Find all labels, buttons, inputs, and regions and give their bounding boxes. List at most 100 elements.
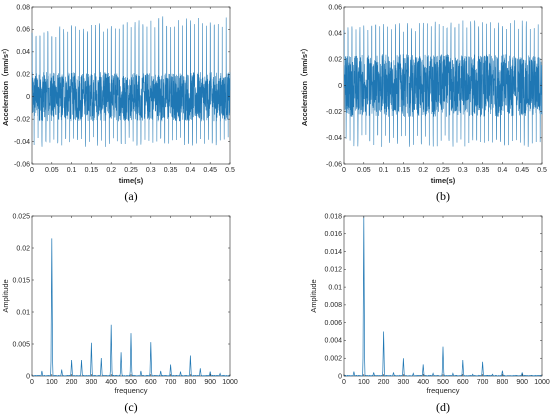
x-tick-label: 400 xyxy=(105,379,117,386)
y-tick-label: 0.02 xyxy=(16,72,30,79)
x-tick-label: 300 xyxy=(398,379,410,386)
x-tick-label: 0.05 xyxy=(45,167,59,174)
y-tick-label: 0.06 xyxy=(16,27,30,34)
y-tick-label: 0.016 xyxy=(324,231,342,238)
y-tick-label: 0.025 xyxy=(12,213,30,220)
x-tick-label: 500 xyxy=(437,379,449,386)
y-tick-label: 0.002 xyxy=(324,356,342,363)
panel-b-caption: (b) xyxy=(436,189,450,203)
waveform-line xyxy=(343,20,543,147)
panel-d-y-axis-label: Amplitude xyxy=(309,279,318,312)
panel-c-spectrum-line xyxy=(31,238,231,378)
panel-c-y-ticks: 0 0.005 0.01 0.015 0.02 0.025 xyxy=(12,213,230,380)
x-tick-label: 0.5 xyxy=(225,167,235,174)
x-tick-label: 0.5 xyxy=(537,167,547,174)
y-tick-label: 0.01 xyxy=(328,284,342,291)
panel-d-caption: (d) xyxy=(436,400,450,414)
panel-a-x-axis-label: time(s) xyxy=(119,176,144,185)
x-tick-label: 600 xyxy=(457,379,469,386)
x-tick-label: 800 xyxy=(497,379,509,386)
y-tick-label: 0.008 xyxy=(324,302,342,309)
panel-c-x-ticks: 0 100 200 300 400 500 600 700 800 900 1000 xyxy=(30,216,238,386)
y-tick-label: 0.02 xyxy=(16,245,30,252)
panel-a-y-axis-label: Acceleration（mm/s²） xyxy=(0,44,10,126)
x-tick-label: 0.35 xyxy=(164,167,178,174)
y-tick-label: -0.06 xyxy=(326,161,342,168)
x-tick-label: 300 xyxy=(86,379,98,386)
x-tick-label: 0.15 xyxy=(85,167,99,174)
y-tick-label: 0.006 xyxy=(324,320,342,327)
y-tick-label: 0 xyxy=(338,83,342,90)
x-tick-label: 0.1 xyxy=(379,167,389,174)
x-tick-label: 0.25 xyxy=(124,167,138,174)
x-tick-label: 0 xyxy=(342,167,346,174)
x-tick-label: 0.2 xyxy=(418,167,428,174)
y-tick-label: -0.04 xyxy=(14,139,30,146)
y-tick-label: 0 xyxy=(26,373,30,380)
x-tick-label: 0.05 xyxy=(357,167,371,174)
x-tick-label: 100 xyxy=(46,379,58,386)
y-tick-label: 0.06 xyxy=(328,4,342,11)
y-tick-label: 0.04 xyxy=(16,49,30,56)
panel-a-x-ticks: 0 0.05 0.1 0.15 0.2 0.25 0.3 0.35 0.4 0.45 0.5 xyxy=(30,7,235,174)
x-tick-label: 0.1 xyxy=(67,167,77,174)
x-tick-label: 0 xyxy=(30,167,34,174)
x-tick-label: 0.3 xyxy=(458,167,468,174)
x-tick-label: 600 xyxy=(145,379,157,386)
x-tick-label: 0.25 xyxy=(436,167,450,174)
y-tick-label: -0.02 xyxy=(14,116,30,123)
panel-b-waveform xyxy=(343,20,543,147)
x-tick-label: 200 xyxy=(378,379,390,386)
waveform-line xyxy=(31,16,231,147)
x-tick-label: 900 xyxy=(516,379,528,386)
x-tick-label: 800 xyxy=(185,379,197,386)
y-tick-label: 0.04 xyxy=(328,30,342,37)
y-tick-label: -0.02 xyxy=(326,109,342,116)
y-tick-label: 0.02 xyxy=(328,57,342,64)
x-tick-label: 0.2 xyxy=(106,167,116,174)
panel-b-y-ticks: -0.06 -0.04 -0.02 0 0.02 0.04 0.06 xyxy=(326,4,542,168)
x-tick-label: 0.15 xyxy=(397,167,411,174)
x-tick-label: 0.3 xyxy=(146,167,156,174)
x-tick-label: 0.4 xyxy=(498,167,508,174)
x-tick-label: 100 xyxy=(358,379,370,386)
x-tick-label: 700 xyxy=(477,379,489,386)
y-tick-label: 0.015 xyxy=(12,277,30,284)
panel-c-caption: (c) xyxy=(124,400,137,414)
y-tick-label: -0.04 xyxy=(326,135,342,142)
y-tick-label: 0 xyxy=(26,94,30,101)
panel-c-plot-area xyxy=(31,215,231,377)
panel-d-spectrum: 0 100 200 300 400 500 600 700 800 900 1000 00.0020… xyxy=(309,213,550,414)
y-tick-label: 0.004 xyxy=(324,338,342,345)
panel-c-y-axis-label: Amplitude xyxy=(1,279,10,312)
panel-d-x-axis-label: frequency xyxy=(427,386,460,395)
panel-d-y-ticks: 0 0.002 0.004 0.006 0.008 0.01 0.012 0.014 0.016… xyxy=(324,213,542,380)
y-tick-label: 0.014 xyxy=(324,249,342,256)
x-tick-label: 500 xyxy=(125,379,137,386)
x-tick-label: 400 xyxy=(417,379,429,386)
panel-a-y-ticks: -0.06 -0.04 -0.02 0 0.02 0.04 0.06 0.08 xyxy=(14,4,230,168)
x-tick-label: 0 xyxy=(30,379,34,386)
x-tick-label: 900 xyxy=(204,379,216,386)
panel-d-x-ticks: 0 100 200 300 400 500 600 700 800 900 1000 xyxy=(342,216,550,386)
x-tick-label: 0.45 xyxy=(515,167,529,174)
x-tick-label: 0.4 xyxy=(186,167,196,174)
y-tick-label: 0.01 xyxy=(16,309,30,316)
y-tick-label: 0.018 xyxy=(324,213,342,220)
panel-b-y-axis-label: Acceleration（mm/s²） xyxy=(299,44,309,126)
panel-b-x-axis-label: time(s) xyxy=(431,176,456,185)
y-tick-label: 0.012 xyxy=(324,267,342,274)
x-tick-label: 0 xyxy=(342,379,346,386)
y-tick-label: -0.06 xyxy=(14,161,30,168)
x-tick-label: 0.45 xyxy=(203,167,217,174)
panel-b-time-signal: 0 0.05 0.1 0.15 0.2 0.25 0.3 0.35 0.4 0.45 0.5 -0.… xyxy=(299,4,547,203)
panel-b-x-ticks: 0 0.05 0.1 0.15 0.2 0.25 0.3 0.35 0.4 0.45 0.5 xyxy=(342,7,547,174)
panel-c-spectrum: 0 100 200 300 400 500 600 700 800 900 1000 00.0050… xyxy=(1,213,238,414)
panel-c-x-axis-label: frequency xyxy=(115,386,148,395)
panel-a-caption: (a) xyxy=(124,189,137,203)
y-tick-label: 0.08 xyxy=(16,4,30,11)
panel-a-time-signal: 0 0.05 0.1 0.15 0.2 0.25 0.3 0.35 0.4 0.45 0.5 -0.… xyxy=(0,4,235,203)
y-tick-label: 0.005 xyxy=(12,341,30,348)
y-tick-label: 0 xyxy=(338,373,342,380)
